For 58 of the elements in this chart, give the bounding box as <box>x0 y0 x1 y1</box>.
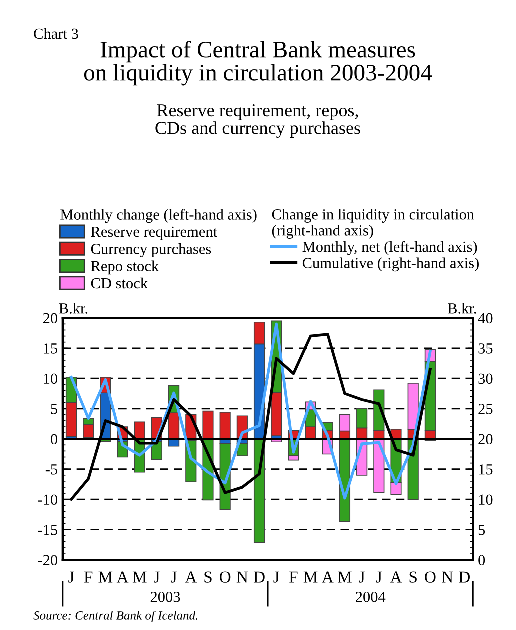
x-tick-label: A <box>116 572 129 583</box>
y2-tick-label: 0 <box>478 555 486 566</box>
y-axis-title: B.kr. <box>59 303 88 314</box>
text: 2003 <box>150 592 180 602</box>
x-tick-label: D <box>459 572 470 583</box>
y2-tick-label: 25 <box>478 404 493 414</box>
y-tick-label: -20 <box>38 555 58 566</box>
y-tick-label: 15 <box>44 344 58 354</box>
y2-tick-label: 10 <box>479 494 493 506</box>
text: Change in liquidity in circulation (right-hand axis) <box>272 209 474 239</box>
text: Monthly change (left-hand axis) <box>60 209 257 224</box>
legend-label: Currency purchases <box>91 244 212 258</box>
y2-tick-label: 15 <box>479 464 493 475</box>
y2-tick-label: 20 <box>478 434 493 445</box>
x-tick-label: M <box>304 572 318 583</box>
x-tick-label: J <box>68 572 74 583</box>
caption: Chart 3 <box>34 28 78 40</box>
x-tick-label: A <box>322 572 334 583</box>
x-tick-label: N <box>442 572 454 583</box>
x-tick-label: J <box>171 572 177 583</box>
y2-tick-label: 5 <box>478 525 486 536</box>
x-tick-label: F <box>290 572 298 583</box>
x-tick-label: J <box>359 572 365 583</box>
y-tick-label: -15 <box>38 525 58 536</box>
x-tick-label: O <box>220 572 231 583</box>
y-tick-label: -10 <box>38 494 58 506</box>
x-tick-label: F <box>84 572 93 583</box>
x-tick-label: J <box>274 572 280 583</box>
text: 2004 <box>356 592 386 602</box>
x-tick-label: N <box>236 572 248 583</box>
y-tick-label: -5 <box>46 464 58 475</box>
legend-label: Repo stock <box>91 260 160 275</box>
x-tick-label: A <box>390 572 402 583</box>
legend-label: CD stock <box>91 278 148 289</box>
y2-tick-label: 30 <box>478 374 493 384</box>
x-tick-label: A <box>185 572 198 583</box>
x-tick-label: M <box>98 572 113 583</box>
source-note: Source: Central Bank of Iceland. <box>34 610 198 622</box>
legend-label: Cumulative (right-hand axis) <box>302 258 479 272</box>
x-tick-label: J <box>154 572 160 583</box>
y-tick-label: 0 <box>51 434 58 445</box>
chart-title: Impact of Central Bank measures on liquidity in circulation 2003-2004 <box>84 40 432 86</box>
y-tick-label: 10 <box>44 374 58 384</box>
x-tick-label: J <box>376 572 382 583</box>
x-tick-label: D <box>254 572 265 583</box>
x-tick-label: S <box>204 572 212 583</box>
y2-tick-label: 35 <box>478 344 493 354</box>
x-tick-label: M <box>132 572 147 583</box>
y-tick-label: 20 <box>43 313 58 324</box>
x-tick-label: M <box>338 572 352 583</box>
y-tick-label: 5 <box>51 404 58 414</box>
y2-axis-title: B.kr. <box>448 303 476 314</box>
chart-subtitle: Reserve requirement, repos, CDs and currency purchases <box>156 104 360 138</box>
x-tick-label: S <box>410 572 417 583</box>
y2-tick-label: 40 <box>478 313 493 324</box>
x-tick-label: O <box>425 572 436 583</box>
legend-label: Monthly, net (left-hand axis) <box>302 241 478 256</box>
legend-label: Reserve requirement <box>91 226 218 240</box>
